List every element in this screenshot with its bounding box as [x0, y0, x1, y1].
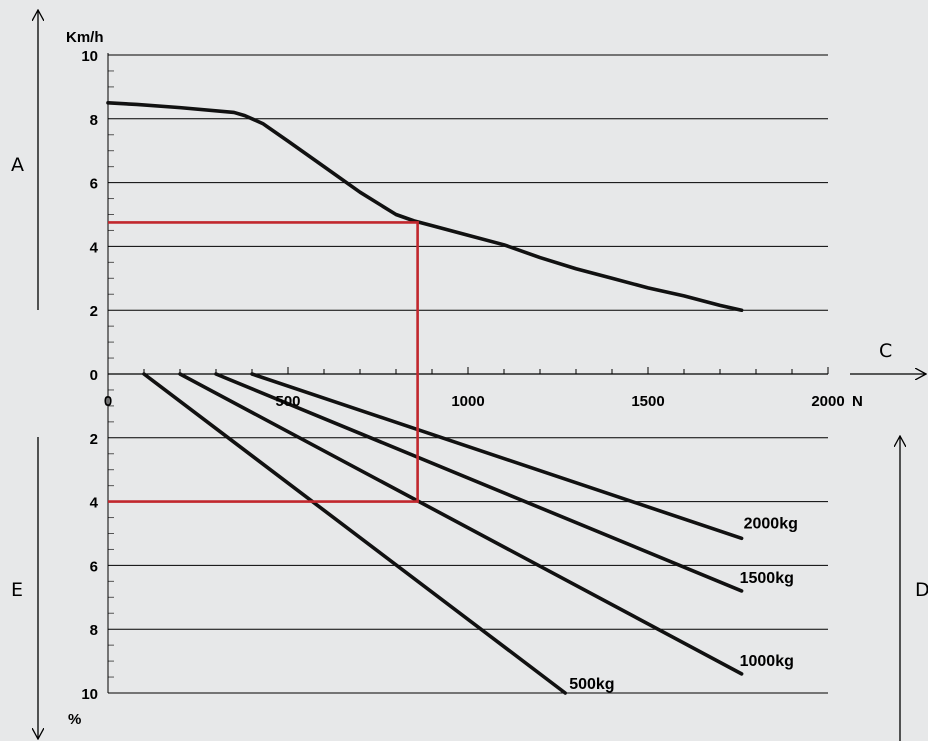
- series-label-1500kg: 1500kg: [740, 570, 794, 587]
- lower-y-tick-label: 4: [90, 495, 99, 512]
- x-tick-label: 1500: [631, 393, 664, 410]
- series-label-2000kg: 2000kg: [744, 515, 798, 532]
- lower-y-tick-label: 6: [90, 558, 98, 575]
- lower-y-tick-label: 2: [90, 431, 98, 448]
- side-label-a: A: [11, 154, 24, 176]
- upper-y-tick-label: 6: [90, 176, 98, 193]
- lower-y-tick-label: 10: [81, 686, 98, 703]
- lower-y-tick-label: 8: [90, 622, 98, 639]
- series-label-500kg: 500kg: [569, 676, 614, 693]
- lower-unit-label: %: [68, 711, 81, 728]
- lower-series-line-500kg: [142, 372, 568, 695]
- x-tick-label: 0: [104, 393, 112, 410]
- lower-series-line-1500kg: [214, 372, 744, 593]
- series: [106, 101, 744, 695]
- side-label-d: D: [915, 579, 928, 601]
- upper-y-tick-label: 10: [81, 48, 98, 65]
- x-tick-label: 2000: [811, 393, 844, 410]
- upper-series-line: [106, 101, 744, 313]
- upper-y-tick-label: 8: [90, 112, 98, 129]
- x-unit-label: N: [852, 393, 863, 410]
- side-label-c: C: [879, 340, 892, 362]
- lower-series-line-1000kg: [178, 372, 744, 676]
- side-label-e: E: [11, 579, 23, 601]
- grid-lines: [108, 54, 828, 694]
- lower-series-line-2000kg: [250, 372, 744, 541]
- upper-y-tick-label: 2: [90, 303, 98, 320]
- example-reading-path: [108, 221, 419, 503]
- labels: 0 2 4 6 8 10 2 4 6 8 10 0 500 1000 1500 2000 N Km/h% 500kg…: [11, 29, 928, 728]
- axes: [38, 10, 926, 741]
- series-label-1000kg: 1000kg: [740, 653, 794, 670]
- x-tick-label: 500: [275, 393, 300, 410]
- x-tick-label: 1000: [451, 393, 484, 410]
- upper-y-tick-label: 4: [90, 239, 99, 256]
- upper-unit-label: Km/h: [66, 29, 104, 46]
- upper-y-tick-label: 0: [90, 367, 98, 384]
